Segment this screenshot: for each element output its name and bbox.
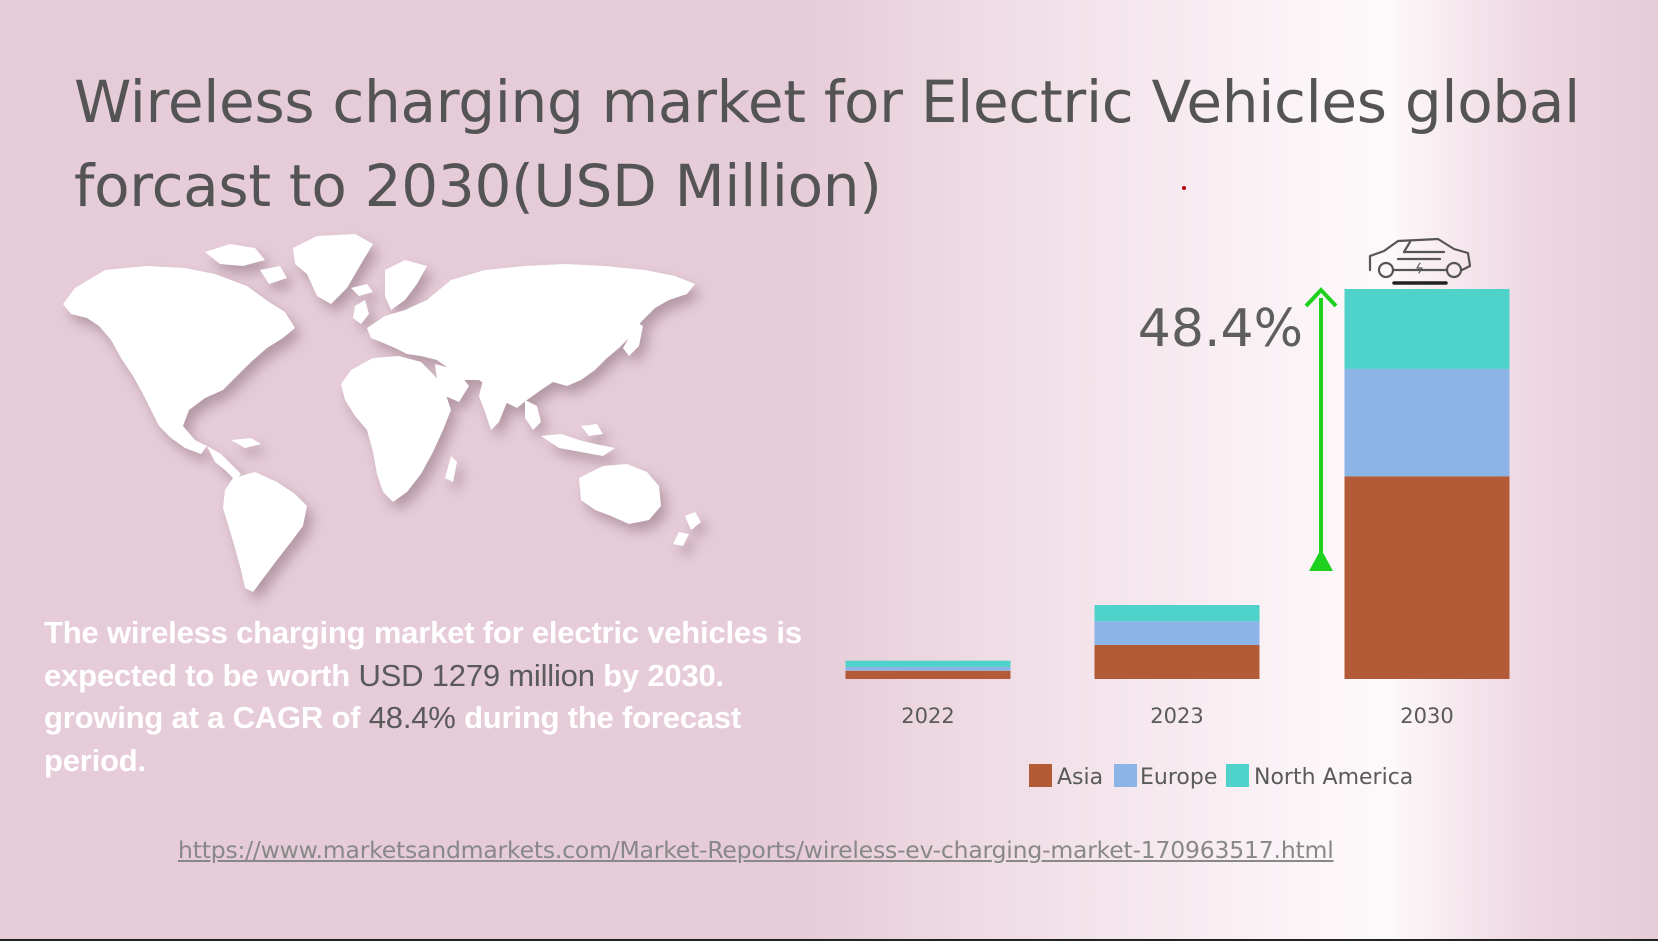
market-description: The wireless charging market for electri… xyxy=(44,612,844,782)
bar-asia-2022 xyxy=(845,670,1011,679)
market-value-highlight: USD 1279 million xyxy=(358,657,595,693)
x-tick-label-2023: 2023 xyxy=(1150,704,1203,728)
bar-asia-2023 xyxy=(1094,644,1260,679)
page-title: Wireless charging market for Electric Ve… xyxy=(74,60,1594,228)
x-tick-label-2022: 2022 xyxy=(901,704,954,728)
x-axis-ticks: 2022 2023 2030 xyxy=(901,704,1453,728)
legend-label-north-america: North America xyxy=(1254,765,1413,790)
decorative-dot xyxy=(1182,186,1186,190)
legend-swatch-north-america xyxy=(1226,764,1249,787)
description-text-1: The wireless charging market for electri… xyxy=(44,615,802,693)
bar-north-america-2030 xyxy=(1344,289,1510,369)
legend-label-asia: Asia xyxy=(1057,765,1103,790)
bottom-border xyxy=(0,939,1658,941)
cagr-annotation: 48.4% xyxy=(1138,299,1303,359)
legend-swatch-europe xyxy=(1114,764,1137,787)
world-map-icon xyxy=(55,230,755,600)
bar-asia-2030 xyxy=(1344,476,1510,679)
description-text-2: by 2030. growing at a CAGR of xyxy=(44,657,724,736)
bar-north-america-2023 xyxy=(1094,605,1260,622)
source-link[interactable]: https://www.marketsandmarkets.com/Market… xyxy=(178,836,1334,864)
bar-europe-2030 xyxy=(1344,368,1510,477)
x-tick-label-2030: 2030 xyxy=(1400,704,1453,728)
title-line-2: forcast to 2030(USD Million) xyxy=(74,152,882,220)
up-arrow-icon xyxy=(1304,287,1338,571)
bars-layer xyxy=(845,289,1510,679)
chart-legend: Asia Europe North America xyxy=(1029,764,1413,790)
bar-europe-2023 xyxy=(1094,621,1260,645)
title-line-1: Wireless charging market for Electric Ve… xyxy=(74,68,1580,136)
cagr-highlight: 48.4% xyxy=(368,700,456,735)
bar-north-america-2022 xyxy=(845,660,1011,667)
description-text-3: during the forecast period. xyxy=(44,700,742,778)
car-charging-icon xyxy=(1368,237,1472,285)
legend-swatch-asia xyxy=(1029,764,1052,787)
legend-label-europe: Europe xyxy=(1140,765,1217,790)
bar-europe-2022 xyxy=(845,666,1011,671)
